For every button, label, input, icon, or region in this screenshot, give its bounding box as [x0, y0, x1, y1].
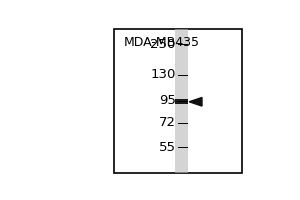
- Text: MDA-MB435: MDA-MB435: [124, 36, 200, 49]
- Bar: [175, 29, 188, 173]
- Polygon shape: [189, 97, 202, 106]
- Text: 55: 55: [159, 141, 176, 154]
- Text: 72: 72: [159, 116, 176, 129]
- Text: 95: 95: [159, 95, 176, 108]
- Text: 250: 250: [151, 38, 176, 51]
- Bar: [114, 29, 242, 173]
- Text: 130: 130: [151, 68, 176, 81]
- Bar: [175, 99, 188, 104]
